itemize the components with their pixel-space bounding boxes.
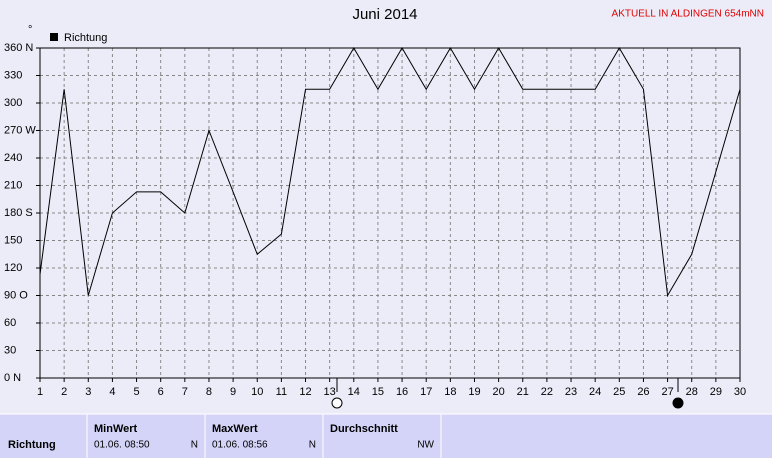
full-moon-icon: [672, 397, 684, 409]
x-tick-label: 13: [324, 386, 336, 398]
x-tick-label: 3: [85, 386, 91, 398]
x-tick-label: 25: [613, 386, 625, 398]
x-tick-label: 11: [276, 386, 287, 398]
y-unit: °: [28, 24, 32, 36]
station-label: AKTUELL IN ALDINGEN 654mNN: [612, 9, 764, 20]
y-tick-label: 150: [4, 234, 22, 246]
x-tick-label: 17: [420, 386, 432, 398]
x-tick-label: 4: [109, 386, 115, 398]
y-tick-label: 360 N: [4, 42, 33, 54]
x-tick-label: 1: [37, 386, 43, 398]
cell-value: NW: [417, 440, 434, 451]
x-tick-label: 18: [444, 386, 456, 398]
x-tick-label: 16: [396, 386, 408, 398]
table-bg: [0, 414, 772, 458]
y-tick-label: 30: [4, 344, 16, 356]
x-tick-label: 26: [637, 386, 649, 398]
summary-table: Richtung MinWert 01.06. 08:50 N MaxWert …: [0, 413, 772, 458]
x-tick-label: 23: [565, 386, 577, 398]
legend-swatch: [50, 33, 58, 41]
y-tick-label: 270 W: [4, 124, 36, 136]
x-tick-label: 6: [158, 386, 164, 398]
x-tick-label: 12: [299, 386, 311, 398]
x-tick-label: 20: [492, 386, 504, 398]
y-tick-label: 120: [4, 262, 22, 274]
y-tick-label: 240: [4, 152, 22, 164]
x-tick-label: 22: [541, 386, 553, 398]
cell-time: 01.06. 08:50: [94, 440, 150, 451]
row-label: Richtung: [8, 439, 56, 451]
column-header: MinWert: [94, 423, 138, 435]
x-tick-label: 7: [182, 386, 188, 398]
x-tick-label: 19: [468, 386, 480, 398]
y-tick-label: 180 S: [4, 207, 33, 219]
x-tick-label: 30: [734, 386, 746, 398]
plot-frame: [39, 47, 741, 379]
data-line: [39, 47, 741, 298]
x-tick-label: 28: [686, 386, 698, 398]
x-tick-label: 24: [589, 386, 601, 398]
x-tick-label: 21: [517, 386, 529, 398]
x-tick-label: 27: [661, 386, 673, 398]
y-tick-label: 300: [4, 97, 22, 109]
y-tick-label: 90 O: [4, 289, 28, 301]
x-tick-label: 8: [206, 386, 212, 398]
x-tick-label: 5: [133, 386, 139, 398]
x-tick-label: 10: [251, 386, 263, 398]
chart-title: Juni 2014: [352, 6, 417, 23]
y-tick-label: 60: [4, 317, 16, 329]
y-tick-label: 0 N: [4, 372, 21, 384]
y-tick-label: 330: [4, 69, 22, 81]
x-tick-label: 29: [710, 386, 722, 398]
x-tick-label: 2: [61, 386, 67, 398]
cell-value: N: [309, 440, 316, 451]
x-tick-label: 9: [230, 386, 236, 398]
column-header: MaxWert: [212, 423, 258, 435]
column-header: Durchschnitt: [330, 423, 398, 435]
x-tick-label: 14: [348, 386, 360, 398]
cell-value: N: [191, 440, 198, 451]
cell-time: 01.06. 08:56: [212, 440, 268, 451]
x-tick-label: 15: [372, 386, 384, 398]
y-tick-label: 210: [4, 179, 22, 191]
new-moon-icon: [331, 397, 343, 409]
legend-label: Richtung: [64, 32, 107, 44]
